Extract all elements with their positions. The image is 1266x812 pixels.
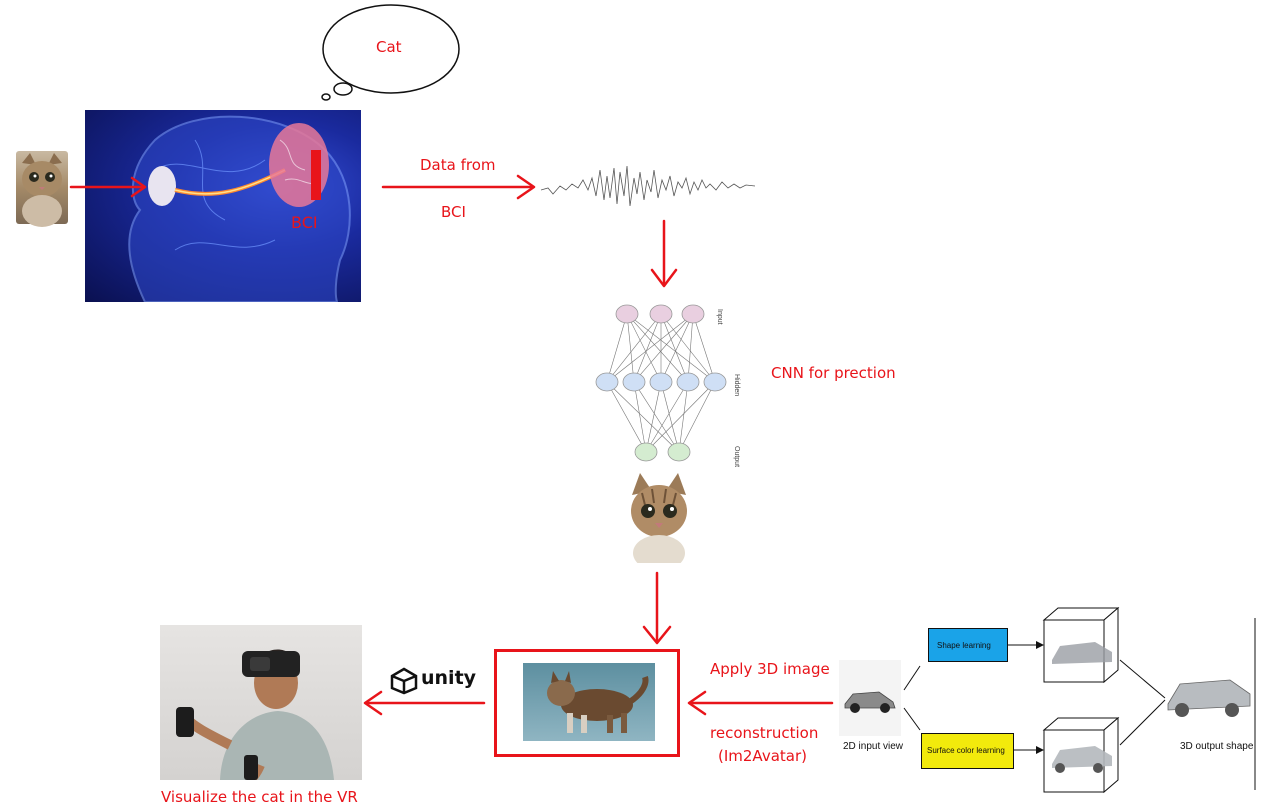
vr-person-photo [160,625,362,780]
cat-face-prediction [628,473,690,563]
shape-learning-box: Shape learning [928,628,1008,662]
output-shape-caption: 3D output shape [1180,741,1254,752]
unity-logo-text: unity [421,667,477,689]
visualize-label: Visualize the cat in the VR [161,788,358,806]
cnn-label: CNN for prection [771,364,896,382]
brain-bci-image: BCI [85,110,361,302]
input-view-caption: 2D input view [843,741,904,752]
surface-color-learning-label: Surface color learning [927,746,1005,755]
cat-photo-small [16,151,68,227]
data-from-label-line2: BCI [441,203,466,221]
apply-label-line3: (Im2Avatar) [718,747,807,765]
data-from-label-line1: Data from [420,156,496,174]
3d-cat-render [523,663,655,741]
unity-logo: unity [389,667,479,695]
2d-input-car-image [839,660,901,736]
reconstructed-3d-cat-box [494,649,680,757]
surface-color-learning-box: Surface color learning [921,733,1014,769]
apply-label-line1: Apply 3D image [710,660,830,678]
apply-label-line2: reconstruction [710,724,819,742]
shape-learning-label: Shape learning [937,641,991,650]
bci-label: BCI [291,213,318,232]
thought-bubble-text: Cat [376,38,402,56]
unity-cube-icon [390,667,418,695]
